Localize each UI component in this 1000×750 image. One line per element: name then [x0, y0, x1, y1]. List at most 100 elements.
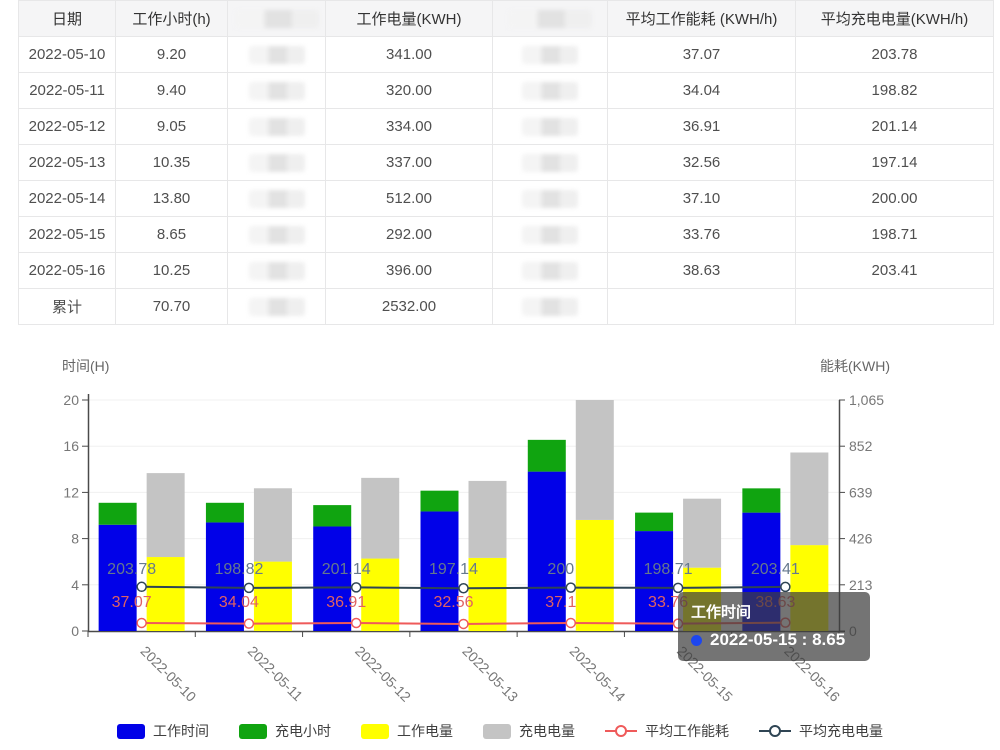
table-cell: [492, 36, 608, 73]
bar-充电小时[interactable]: [98, 502, 137, 525]
table-row: 2022-05-15 8.65 292.00 33.76 198.71: [18, 216, 994, 253]
table-cell: 13.80: [115, 180, 228, 217]
table-cell: [492, 216, 608, 253]
table-cell: 2022-05-13: [18, 144, 116, 181]
table-cell: 198.82: [795, 72, 994, 109]
bar-充电小时[interactable]: [742, 488, 781, 513]
table-row: 2022-05-11 9.40 320.00 34.04 198.82: [18, 72, 994, 109]
table-cell: [492, 72, 608, 109]
bar-充电电量[interactable]: [253, 488, 292, 562]
redacted-cell: [522, 189, 578, 208]
table-cell: 320.00: [325, 72, 493, 109]
table-cell: [227, 252, 326, 289]
redacted-cell: [248, 225, 305, 244]
legend-item-平均工作能耗[interactable]: 平均工作能耗: [605, 721, 729, 741]
marker-平均充电电量[interactable]: [136, 581, 147, 593]
table-cell: 2022-05-16: [18, 252, 116, 289]
legend-item-充电小时[interactable]: 充电小时: [239, 721, 331, 741]
table-cell: 2022-05-10: [18, 36, 116, 73]
marker-平均工作能耗[interactable]: [458, 618, 469, 630]
table-cell: 2022-05-11: [18, 72, 116, 109]
table-cell: [607, 288, 796, 325]
left-axis-tick-label: 8: [71, 531, 79, 547]
bar-工作电量[interactable]: [253, 561, 292, 631]
column-header: [492, 0, 608, 37]
table-cell: 292.00: [325, 216, 493, 253]
table-body: 2022-05-10 9.20 341.00 37.07 203.78 2022-05-1…: [18, 36, 994, 325]
bar-工作时间[interactable]: [98, 524, 137, 631]
bar-充电电量[interactable]: [790, 452, 829, 546]
table-cell: 2022-05-12: [18, 108, 116, 145]
right-axis-title: 能耗(KWH): [820, 358, 890, 374]
table-row: 2022-05-10 9.20 341.00 37.07 203.78: [18, 36, 994, 73]
bar-工作时间[interactable]: [313, 526, 352, 631]
legend-label: 平均充电电量: [799, 723, 883, 739]
legend-item-平均充电电量[interactable]: 平均充电电量: [759, 721, 883, 741]
table-cell: 9.40: [115, 72, 228, 109]
redacted-cell: [522, 225, 578, 244]
bar-工作时间[interactable]: [527, 471, 566, 631]
bar-充电小时[interactable]: [420, 490, 459, 512]
marker-平均充电电量[interactable]: [565, 582, 577, 593]
legend-swatch-icon: [117, 723, 145, 739]
marker-平均充电电量[interactable]: [458, 582, 469, 594]
table-row: 2022-05-14 13.80 512.00 37.10 200.00: [18, 180, 994, 217]
marker-平均工作能耗[interactable]: [565, 617, 577, 629]
bar-工作电量[interactable]: [575, 519, 614, 631]
table-cell: 9.05: [115, 108, 228, 145]
table-row: 2022-05-16 10.25 396.00 38.63 203.41: [18, 252, 994, 289]
table-cell: 198.71: [795, 216, 994, 253]
marker-平均工作能耗[interactable]: [243, 618, 255, 629]
x-axis-label: 2022-05-14: [567, 643, 629, 705]
legend-circle-icon: [769, 725, 781, 737]
legend-item-充电电量[interactable]: 充电电量: [483, 721, 575, 741]
marker-平均充电电量[interactable]: [780, 581, 791, 593]
table-cell: 34.04: [607, 72, 796, 109]
table-cell: 38.63: [607, 252, 796, 289]
bar-充电电量[interactable]: [575, 400, 614, 520]
table-cell: 36.91: [607, 108, 796, 145]
bar-工作时间[interactable]: [205, 522, 244, 631]
column-header: 日期: [18, 0, 116, 37]
series-label-平均充电电量: 201.14: [322, 561, 371, 578]
marker-平均充电电量[interactable]: [672, 582, 684, 594]
marker-平均充电电量[interactable]: [350, 582, 362, 593]
table-cell: [492, 252, 608, 289]
bar-充电小时[interactable]: [313, 505, 352, 527]
bar-工作时间[interactable]: [420, 511, 459, 631]
legend-item-工作电量[interactable]: 工作电量: [361, 721, 453, 741]
redacted-cell: [522, 261, 578, 280]
right-axis-tick-label: 639: [849, 484, 873, 500]
redacted-cell: [522, 117, 578, 136]
bar-充电电量[interactable]: [683, 498, 722, 568]
table-cell: 32.56: [607, 144, 796, 181]
marker-平均工作能耗[interactable]: [136, 617, 147, 629]
marker-平均充电电量[interactable]: [243, 582, 255, 594]
legend-item-工作时间[interactable]: 工作时间: [117, 721, 209, 741]
bar-充电电量[interactable]: [361, 477, 400, 559]
legend-circle-icon: [615, 725, 627, 737]
chart-legend: 工作时间 充电小时 工作电量 充电电量 平均工作能耗 平均充电电量: [0, 721, 1000, 741]
bar-充电小时[interactable]: [205, 502, 244, 523]
table-cell: [492, 108, 608, 145]
left-axis-tick-label: 20: [63, 392, 79, 408]
bar-充电电量[interactable]: [146, 473, 185, 558]
bar-充电小时[interactable]: [635, 512, 674, 532]
bar-充电电量[interactable]: [468, 480, 507, 558]
x-axis-label: 2022-05-11: [245, 643, 306, 704]
bar-工作电量[interactable]: [146, 557, 185, 631]
bar-工作电量[interactable]: [361, 558, 400, 631]
right-axis-tick-label: 852: [849, 438, 873, 454]
series-label-平均充电电量: 200: [547, 561, 574, 578]
column-header: 工作电量(KWH): [325, 0, 493, 37]
redacted-cell: [248, 261, 305, 280]
table-cell: 203.78: [795, 36, 994, 73]
bar-充电小时[interactable]: [527, 439, 566, 472]
bar-工作电量[interactable]: [468, 557, 507, 631]
bar-工作时间[interactable]: [635, 531, 674, 631]
data-table: 日期 工作小时(h) 工作电量(KWH) 平均工作能耗 (KWH/h) 平均充电电量(K…: [18, 0, 994, 325]
series-label-平均充电电量: 198.71: [644, 561, 693, 578]
redacted-cell: [522, 45, 578, 64]
table-cell: 37.10: [607, 180, 796, 217]
marker-平均工作能耗[interactable]: [350, 617, 362, 629]
